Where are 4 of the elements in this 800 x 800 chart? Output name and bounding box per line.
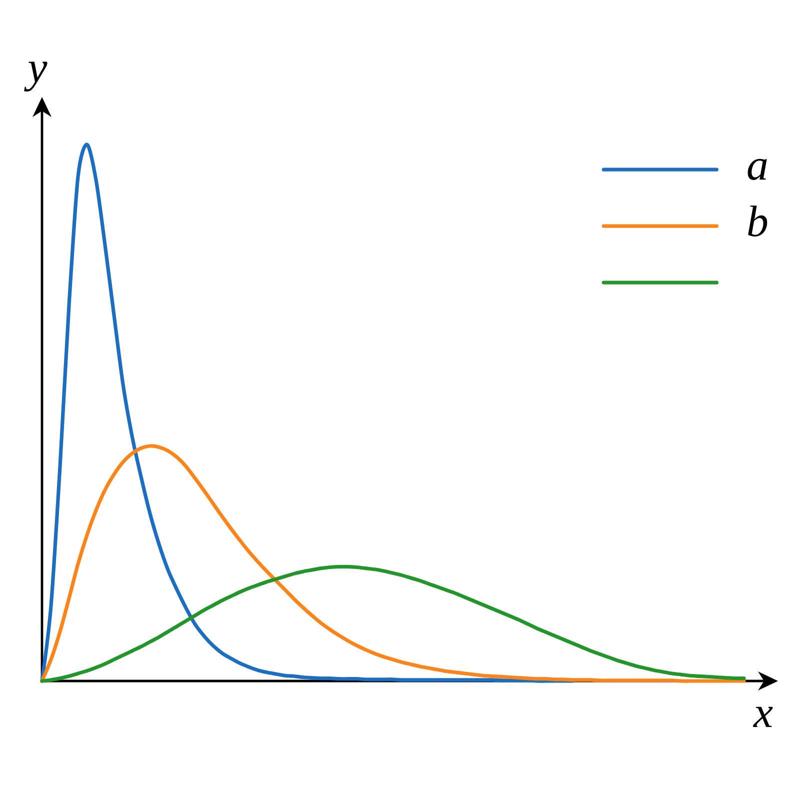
y-axis-title: y (24, 62, 48, 92)
x-axis-title: x (752, 706, 773, 727)
legend-label: b (748, 206, 768, 237)
legend-label: a (748, 158, 767, 180)
